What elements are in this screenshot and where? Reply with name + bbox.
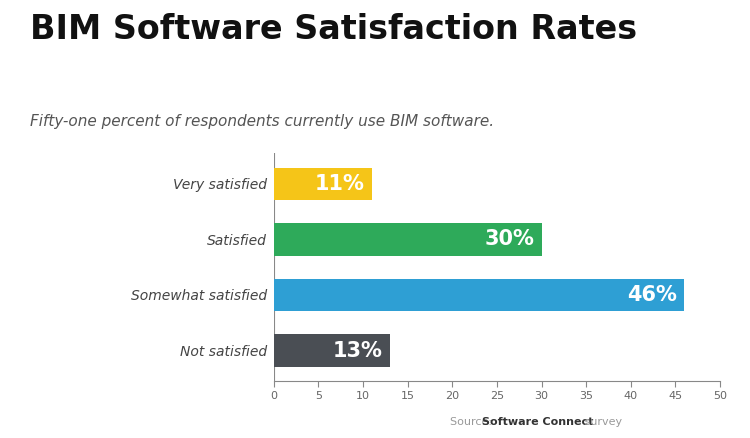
Text: 13%: 13% (333, 340, 382, 360)
Text: 11%: 11% (315, 174, 364, 194)
Text: Fifty-one percent of respondents currently use BIM software.: Fifty-one percent of respondents current… (30, 114, 494, 129)
Text: BIM Software Satisfaction Rates: BIM Software Satisfaction Rates (30, 13, 637, 46)
Text: survey: survey (581, 417, 622, 427)
Bar (274, 279, 684, 311)
Text: 46%: 46% (627, 285, 677, 305)
Text: 30%: 30% (484, 230, 534, 249)
Bar (274, 168, 372, 200)
Text: Source:: Source: (450, 417, 496, 427)
Bar (274, 223, 542, 255)
Text: Software Connect: Software Connect (482, 417, 594, 427)
Bar (274, 334, 390, 367)
